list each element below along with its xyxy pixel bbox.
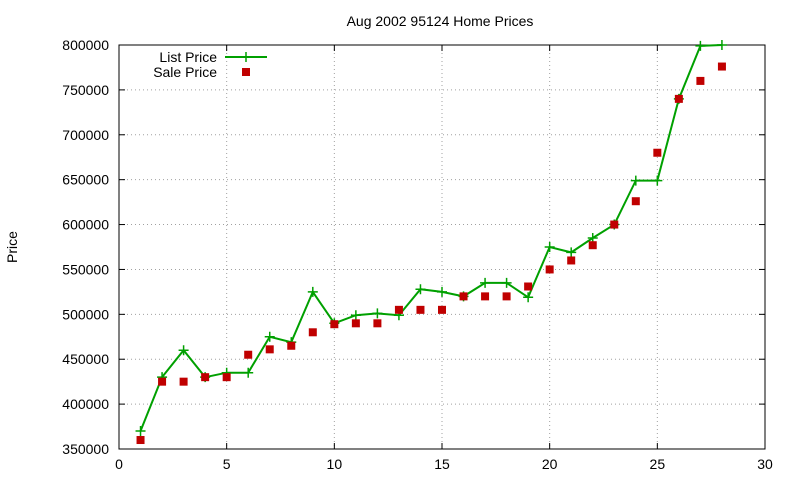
grid-lines (119, 45, 765, 449)
x-tick-label: 20 (542, 456, 558, 472)
sale-price-point (631, 197, 640, 206)
y-tick-label: 700000 (62, 127, 109, 143)
x-tick-label: 30 (757, 456, 773, 472)
list-price-point (652, 175, 663, 186)
x-tick-label: 10 (327, 456, 343, 472)
sale-price-point (373, 319, 382, 328)
list-price-point (178, 345, 189, 356)
sale-price-point (545, 265, 554, 274)
sale-price-point (416, 305, 425, 314)
sale-price-point (459, 292, 468, 301)
sale-price-point (588, 241, 597, 250)
data-series (135, 40, 727, 445)
sale-price-point (308, 328, 317, 337)
list-price-point (307, 286, 318, 297)
axis-ticks: 0 5 10 15 20 25 30 350000 400000 450000 500000 5500… (62, 37, 773, 472)
y-axis-label: Price (4, 231, 20, 263)
y-tick-label: 550000 (62, 261, 109, 277)
chart-title: Aug 2002 95124 Home Prices (347, 13, 534, 29)
legend-label: List Price (159, 49, 217, 65)
sale-price-point (265, 345, 274, 354)
list-price-point (566, 247, 577, 258)
sale-price-point (394, 305, 403, 314)
x-tick-label: 25 (650, 456, 666, 472)
sale-price-point (136, 436, 145, 445)
y-tick-label: 800000 (62, 37, 109, 53)
sale-price-point (610, 220, 619, 229)
y-tick-label: 350000 (62, 441, 109, 457)
sale-price-point (158, 377, 167, 386)
list-price-point (372, 308, 383, 319)
list-price-point (480, 277, 491, 288)
legend-plus-marker (241, 52, 251, 62)
sale-price-point (567, 256, 576, 265)
sale-price-point (438, 305, 446, 314)
y-tick-label: 500000 (62, 306, 109, 322)
legend-square-marker (242, 68, 250, 76)
sale-price-point (351, 319, 360, 328)
list-price-point (501, 277, 512, 288)
sale-price-point (717, 62, 726, 71)
list-price-point (544, 242, 555, 252)
list-price-point (415, 284, 426, 295)
legend-label: Sale Price (153, 64, 217, 80)
sale-price-point (222, 373, 231, 382)
list-price-point (716, 40, 727, 50)
sale-price-point (696, 76, 705, 85)
list-price-point (630, 175, 641, 186)
list-price-point (437, 286, 447, 297)
sale-price-point (179, 377, 188, 386)
y-tick-label: 650000 (62, 172, 109, 188)
sale-price-point (524, 282, 533, 291)
plot-frame (118, 44, 766, 450)
sale-price-point (287, 341, 296, 350)
list-price-line (139, 44, 722, 432)
sale-price-point (674, 94, 683, 103)
sale-price-point (653, 148, 662, 157)
list-price-point (695, 40, 706, 51)
sale-price-point (330, 320, 339, 329)
list-price-point (264, 331, 275, 342)
sale-price-point (481, 292, 490, 301)
list-price-point (350, 310, 361, 321)
x-tick-label: 0 (115, 456, 123, 472)
sale-price-point (244, 350, 253, 359)
x-tick-label: 15 (434, 456, 450, 472)
x-tick-label: 5 (223, 456, 231, 472)
sale-price-point (201, 373, 210, 382)
list-price-point (523, 292, 534, 303)
list-price-point (135, 426, 146, 437)
sale-price-point (502, 292, 511, 301)
y-tick-label: 750000 (62, 82, 109, 98)
list-price-point (243, 367, 254, 378)
y-tick-label: 400000 (62, 396, 109, 412)
y-tick-label: 450000 (62, 351, 109, 367)
y-tick-label: 600000 (62, 217, 109, 233)
